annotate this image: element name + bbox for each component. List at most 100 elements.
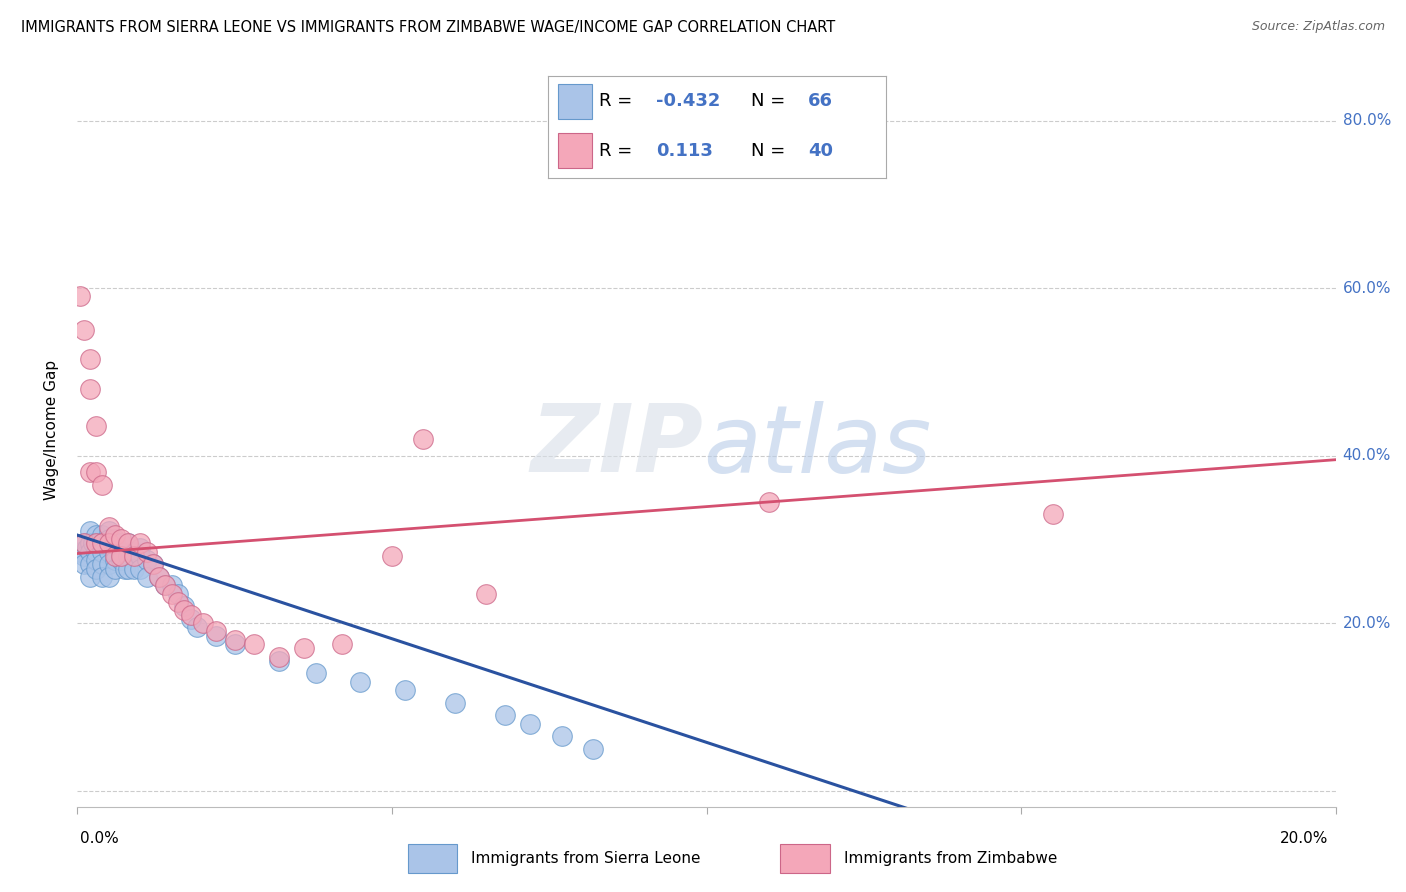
Point [155, 578, 177, 592]
Point [204, 629, 226, 643]
Point [97, 536, 120, 550]
Point [91, 536, 114, 550]
Point [224, 632, 246, 647]
Text: IMMIGRANTS FROM SIERRA LEONE VS IMMIGRANTS FROM ZIMBABWE WAGE/INCOME GAP CORRELA: IMMIGRANTS FROM SIERRA LEONE VS IMMIGRAN… [21, 20, 835, 35]
Text: R =: R = [599, 93, 633, 111]
Point [173, 603, 195, 617]
Point [129, 536, 152, 550]
Point [117, 536, 139, 550]
Point [79, 352, 101, 367]
Point [104, 528, 127, 542]
Point [155, 578, 177, 592]
Point [91, 558, 114, 572]
Point [104, 545, 127, 559]
Point [148, 570, 170, 584]
FancyBboxPatch shape [780, 844, 830, 873]
Point [84, 419, 107, 434]
Point [104, 533, 127, 547]
Point [1042, 507, 1064, 521]
Text: N =: N = [751, 142, 785, 160]
Point [110, 553, 132, 567]
Point [129, 561, 152, 575]
Point [97, 524, 120, 538]
Point [110, 545, 132, 559]
Point [394, 683, 416, 698]
Text: 66: 66 [808, 93, 834, 111]
Point [79, 465, 101, 479]
FancyBboxPatch shape [558, 84, 592, 119]
Point [292, 641, 315, 656]
Point [122, 549, 145, 563]
Point [142, 558, 165, 572]
Point [114, 561, 136, 575]
Point [129, 549, 152, 563]
Text: 40.0%: 40.0% [1343, 448, 1391, 463]
Point [444, 696, 467, 710]
Point [135, 553, 157, 567]
Point [582, 741, 605, 756]
Point [84, 553, 107, 567]
Text: R =: R = [599, 142, 633, 160]
Point [330, 637, 353, 651]
Point [72, 323, 94, 337]
Text: 20.0%: 20.0% [1343, 615, 1391, 631]
Text: ZIP: ZIP [530, 400, 703, 492]
Point [91, 545, 114, 559]
Point [551, 729, 574, 743]
Point [104, 553, 127, 567]
Point [167, 587, 190, 601]
FancyBboxPatch shape [558, 133, 592, 168]
Point [160, 587, 183, 601]
Point [381, 549, 404, 563]
Point [84, 561, 107, 575]
Point [69, 545, 91, 559]
Point [267, 654, 290, 668]
Point [186, 620, 208, 634]
Point [79, 382, 101, 396]
Text: Immigrants from Sierra Leone: Immigrants from Sierra Leone [471, 851, 700, 866]
Point [122, 561, 145, 575]
Point [117, 536, 139, 550]
Point [72, 549, 94, 563]
Text: 60.0%: 60.0% [1343, 280, 1391, 295]
Point [97, 570, 120, 584]
Point [173, 599, 195, 614]
Point [494, 708, 516, 723]
Y-axis label: Wage/Income Gap: Wage/Income Gap [44, 360, 59, 500]
Text: 0.113: 0.113 [657, 142, 713, 160]
Point [349, 674, 371, 689]
Point [135, 545, 157, 559]
Point [148, 570, 170, 584]
Point [97, 545, 120, 559]
Text: 80.0%: 80.0% [1343, 113, 1391, 128]
Point [69, 289, 91, 303]
Text: 40: 40 [808, 142, 834, 160]
Point [84, 528, 107, 542]
Point [110, 549, 132, 563]
Point [475, 587, 498, 601]
Text: N =: N = [751, 93, 785, 111]
Point [91, 570, 114, 584]
Point [84, 545, 107, 559]
Point [117, 549, 139, 563]
Point [79, 536, 101, 550]
Point [180, 607, 202, 622]
Point [97, 533, 120, 547]
Point [79, 570, 101, 584]
Text: Immigrants from Zimbabwe: Immigrants from Zimbabwe [844, 851, 1057, 866]
FancyBboxPatch shape [408, 844, 457, 873]
Point [191, 615, 215, 630]
Point [180, 612, 202, 626]
Point [79, 558, 101, 572]
Point [160, 578, 183, 592]
Point [97, 536, 120, 550]
Point [117, 561, 139, 575]
Point [267, 649, 290, 664]
Text: 20.0%: 20.0% [1281, 831, 1329, 846]
Point [84, 536, 107, 550]
Point [758, 494, 780, 508]
Text: atlas: atlas [703, 401, 931, 491]
Text: -0.432: -0.432 [657, 93, 721, 111]
Point [142, 558, 165, 572]
Point [135, 570, 157, 584]
